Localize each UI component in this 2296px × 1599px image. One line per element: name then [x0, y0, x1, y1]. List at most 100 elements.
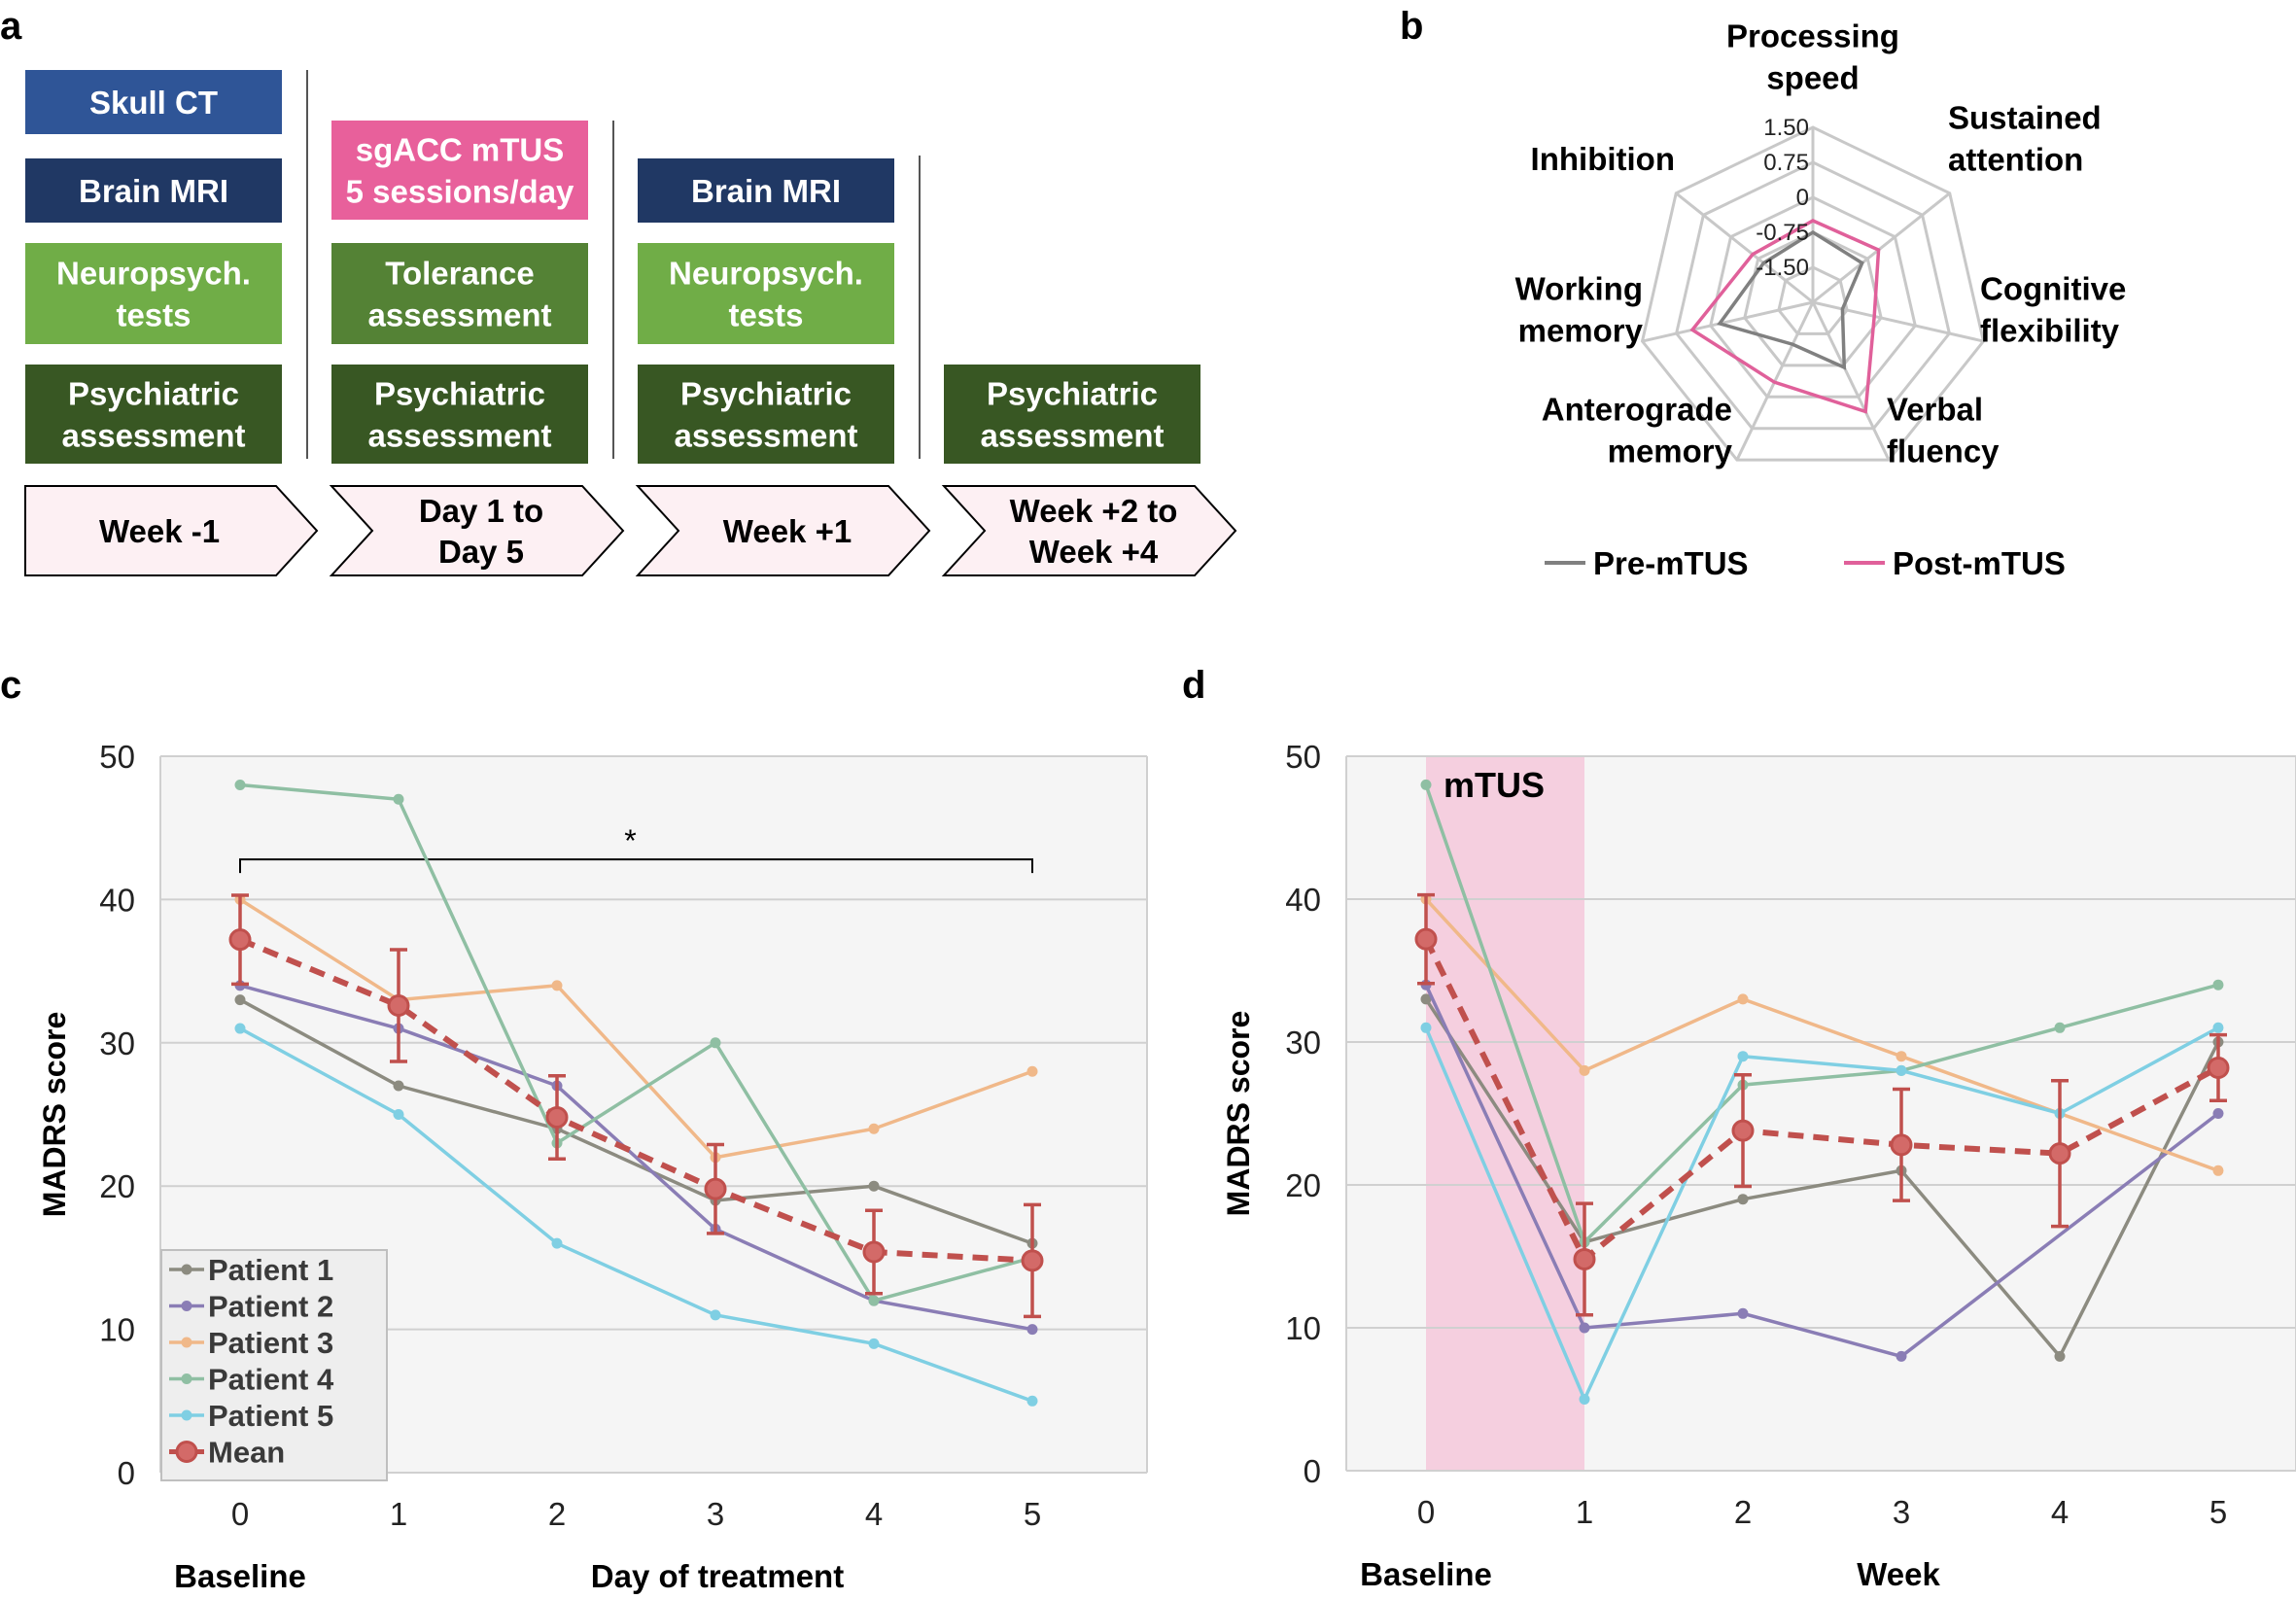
y-tick-label: 50 [1285, 739, 1321, 775]
radar-axis-spoke [1642, 300, 1814, 343]
y-tick-label: 0 [118, 1455, 135, 1491]
data-point [393, 1109, 404, 1120]
legend-item-patient-1: Patient 1 [169, 1253, 333, 1287]
x-tick-label: 2 [548, 1496, 566, 1532]
series-patient-4 [1420, 779, 2224, 1248]
x-tick-label: 3 [707, 1496, 724, 1532]
legend-item-patient-5: Patient 5 [169, 1399, 333, 1433]
data-point [1579, 1394, 1590, 1405]
legend-item-mean: Mean [169, 1436, 285, 1470]
x-tick-label: 5 [2209, 1494, 2227, 1530]
timeline-arrow-shape [941, 485, 1237, 576]
data-point [1737, 1307, 1749, 1319]
timeline-box-brain-mri: Brain MRI [638, 158, 894, 223]
timeline-box-psychiatric-assessment: Psychiatric assessment [638, 365, 894, 464]
timeline-box-psychiatric-assessment: Psychiatric assessment [944, 365, 1200, 464]
timeline-box-sgacc-mtus-5-sessions-day: sgACC mTUS 5 sessions/day [331, 121, 588, 220]
data-point [2212, 979, 2224, 991]
legend-item-patient-3: Patient 3 [169, 1326, 333, 1360]
timeline-box-label: 5 sessions/day [346, 174, 574, 210]
data-point [1896, 1064, 1907, 1076]
legend-item-patient-2: Patient 2 [169, 1290, 333, 1324]
data-point [1737, 1051, 1749, 1062]
data-point [1026, 1395, 1038, 1407]
timeline-arrow-label: Week -1 [99, 513, 220, 549]
radar-grid-ring [1709, 195, 1917, 399]
data-point [2212, 1022, 2224, 1033]
panel-label-c: c [0, 664, 21, 707]
mean-point [1414, 927, 1438, 951]
radar-tick-label: -0.75 [1756, 220, 1809, 246]
radar-axis-label: Verbal [1887, 392, 1983, 428]
radar-axis-label: Inhibition [1531, 141, 1675, 177]
radar-axis-label: flexibility [1980, 313, 2120, 349]
legend-swatch-marker [181, 1337, 192, 1348]
timeline-box-tolerance-assessment: Tolerance assessment [331, 243, 588, 344]
timeline-box-bg [638, 158, 894, 223]
legend-swatch-marker [181, 1301, 192, 1311]
radar-tick-label: 0 [1796, 185, 1809, 211]
timeline-box-bg [331, 121, 588, 220]
timeline-arrow-label: Week +1 [723, 513, 852, 549]
timeline-arrow-week-2-to-week-4: Week +2 to Week +4 [941, 485, 1237, 576]
legend-swatch-marker [181, 1409, 192, 1421]
data-point [1737, 993, 1749, 1005]
y-tick-label: 10 [1285, 1310, 1321, 1346]
timeline-box-label: tests [728, 297, 803, 333]
radar-grid-ring [1743, 230, 1883, 367]
radar-axis-label: speed [1766, 60, 1859, 96]
timeline-box-bg [25, 70, 282, 134]
data-point [1026, 1065, 1038, 1077]
timeline-box-label: Neuropsych. [56, 256, 251, 292]
x-baseline-label: Baseline [1360, 1556, 1492, 1592]
x-axis-title: Week [1857, 1556, 1940, 1592]
legend-box [160, 1249, 388, 1481]
y-axis-title: MADRS score [1221, 1011, 1256, 1217]
y-tick-label: 40 [99, 882, 135, 918]
radar-legend-label: Post-mTUS [1893, 545, 2066, 581]
data-point [1579, 1322, 1590, 1334]
y-tick-label: 20 [1285, 1167, 1321, 1203]
timeline-box-label: Psychiatric [68, 376, 239, 412]
x-baseline-label: Baseline [174, 1558, 306, 1594]
data-point [1896, 1350, 1907, 1362]
series-line [1424, 783, 2219, 1246]
mean-point [704, 1177, 727, 1200]
x-tick-label: 5 [1024, 1496, 1041, 1532]
timeline-box-label: assessment [981, 418, 1165, 454]
timeline-arrow-shape [635, 485, 931, 576]
radar-series-post-mtus [1689, 219, 1881, 414]
series-patient-5 [1420, 1022, 2224, 1405]
timeline-box-label: sgACC mTUS [356, 132, 565, 168]
data-point [1420, 1022, 1432, 1033]
legend-swatch-marker [175, 1441, 198, 1463]
radar-tick-label: -1.50 [1756, 255, 1809, 281]
timeline-box-label: Psychiatric [987, 376, 1158, 412]
significance-bracket [239, 858, 1033, 874]
radar-grid-ring [1777, 265, 1849, 335]
series-line [1424, 897, 2219, 1172]
data-point [1579, 1064, 1590, 1076]
timeline-arrow-label: Day 5 [438, 534, 524, 570]
timeline-box-label: Skull CT [89, 85, 218, 121]
timeline-box-bg [331, 365, 588, 464]
mean-point [2207, 1056, 2230, 1079]
data-point [393, 793, 404, 805]
data-point [1737, 1194, 1749, 1205]
legend-label: Patient 1 [208, 1253, 333, 1287]
timeline-arrow-shape [24, 485, 319, 576]
series-patient-2 [1420, 979, 2224, 1362]
timeline-box-label: Psychiatric [374, 376, 545, 412]
data-point [393, 1080, 404, 1092]
x-tick-label: 0 [231, 1496, 249, 1532]
timeline-box-bg [25, 243, 282, 344]
data-point [2054, 1350, 2066, 1362]
legend-label: Patient 3 [208, 1326, 333, 1360]
timeline-arrow-day-1-to-day-5: Day 1 to Day 5 [329, 485, 625, 576]
legend-label: Patient 5 [208, 1399, 333, 1433]
timeline-box-bg [25, 158, 282, 223]
radar-axis-label: Cognitive [1980, 271, 2126, 307]
data-point [710, 1037, 721, 1049]
x-tick-label: 1 [1576, 1494, 1593, 1530]
